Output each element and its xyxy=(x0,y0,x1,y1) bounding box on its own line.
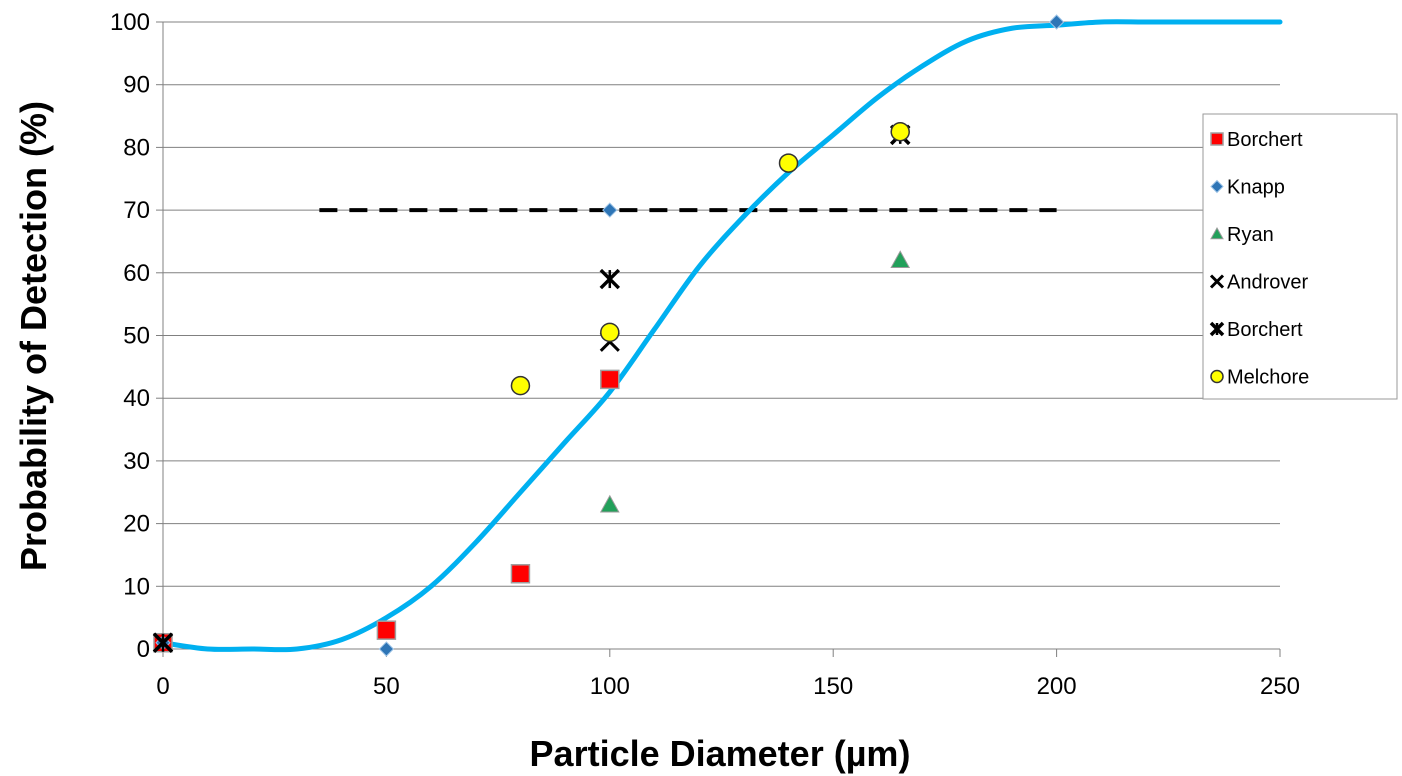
series-androver-x xyxy=(152,124,911,653)
legend-marker-x xyxy=(1209,274,1225,289)
data-markers xyxy=(152,14,1065,657)
gridlines xyxy=(163,21,1280,587)
y-tick-label: 100 xyxy=(110,9,150,36)
legend-entry: Ryan xyxy=(1210,224,1274,246)
y-axis-title: Probability of Detection (%) xyxy=(13,101,54,571)
x-tick-label: 200 xyxy=(1037,673,1077,700)
x-tick-label: 0 xyxy=(156,673,169,700)
y-tick-label: 30 xyxy=(123,448,150,475)
data-point-triangle xyxy=(599,494,620,513)
legend-label: Melchore xyxy=(1227,367,1309,389)
y-tick-label: 50 xyxy=(123,323,150,350)
y-tick-label: 70 xyxy=(123,197,150,224)
legend-label: Borchert xyxy=(1227,129,1303,151)
legend-entry: Borchert xyxy=(1209,319,1303,341)
fit-curve xyxy=(160,19,1283,653)
series-ryan-triangle xyxy=(599,250,911,513)
series-melchore-circle xyxy=(510,121,910,396)
legend-box xyxy=(1202,113,1398,400)
series-borchert-square xyxy=(153,369,620,653)
legend-entry: Knapp xyxy=(1210,177,1285,199)
legend-marker-diamond xyxy=(1210,179,1224,194)
y-tick-labels: 0 10 20 30 40 50 60 70 80 90 100 xyxy=(110,9,150,663)
legend-marker-triangle xyxy=(1210,226,1224,240)
x-tick-label: 100 xyxy=(590,673,630,700)
x-tick-label: 250 xyxy=(1260,673,1300,700)
y-tick-label: 40 xyxy=(123,385,150,412)
data-point-square xyxy=(376,620,397,640)
axes xyxy=(156,21,1281,657)
legend-label: Knapp xyxy=(1227,177,1285,199)
legend: Borchert Knapp Ryan Androver Borchert Melchor… xyxy=(1202,113,1398,400)
legend-entry: Melchore xyxy=(1210,367,1309,389)
x-tick-labels: 0 50 100 150 200 250 xyxy=(156,673,1300,700)
y-tick-label: 20 xyxy=(123,511,150,538)
data-point-circle xyxy=(890,121,910,142)
y-tick-label: 80 xyxy=(123,134,150,161)
data-point-diamond xyxy=(1048,14,1065,30)
data-point-square xyxy=(600,369,620,390)
legend-label: Borchert xyxy=(1227,319,1303,341)
legend-marker-circle xyxy=(1210,369,1224,384)
series-borchert-star xyxy=(152,124,911,653)
data-point-star xyxy=(599,268,621,290)
data-point-circle xyxy=(600,322,620,343)
legend-label: Androver xyxy=(1227,272,1308,294)
x-axis-title: Particle Diameter (µm) xyxy=(530,733,911,774)
x-tick-label: 50 xyxy=(373,673,400,700)
legend-label: Ryan xyxy=(1227,224,1274,246)
x-tick-label: 150 xyxy=(813,673,853,700)
y-tick-label: 0 xyxy=(137,636,150,663)
data-point-circle xyxy=(510,375,531,396)
data-point-circle xyxy=(778,153,799,173)
y-tick-label: 90 xyxy=(123,72,150,99)
legend-marker-star xyxy=(1209,321,1225,337)
legend-entry: Androver xyxy=(1209,272,1308,294)
data-point-square xyxy=(510,564,531,584)
data-point-diamond xyxy=(602,202,618,218)
data-point-star xyxy=(152,632,174,653)
legend-entry: Borchert xyxy=(1210,129,1303,151)
y-tick-label: 60 xyxy=(123,260,150,287)
data-point-diamond xyxy=(378,641,395,657)
fit-curve-line xyxy=(160,19,1283,653)
y-tick-label: 10 xyxy=(123,573,150,600)
legend-marker-square xyxy=(1210,132,1224,146)
data-point-triangle xyxy=(890,250,911,268)
